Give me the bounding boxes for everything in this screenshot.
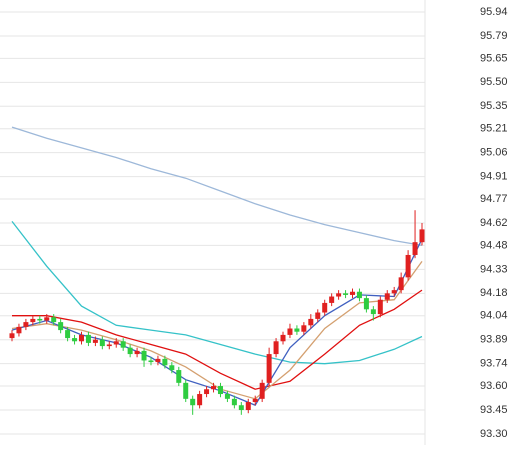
candle-body xyxy=(287,328,293,335)
candle-body xyxy=(377,299,383,315)
y-tick-label: 94.33 xyxy=(480,263,508,275)
candle-body xyxy=(16,326,22,334)
y-tick-label: 95.79 xyxy=(480,30,508,42)
candle-body xyxy=(148,360,154,363)
candle-body xyxy=(384,293,390,300)
y-tick-label: 95.65 xyxy=(480,52,508,64)
candle-body xyxy=(127,347,133,355)
candle-body xyxy=(37,318,43,321)
moving-average-line xyxy=(11,238,423,407)
candle-body xyxy=(350,291,356,295)
y-tick-label: 94.04 xyxy=(480,310,508,322)
candle-body xyxy=(336,293,342,297)
candle-body xyxy=(162,358,168,366)
candle-body xyxy=(183,382,189,399)
candle-body xyxy=(419,229,425,243)
y-tick-label: 94.91 xyxy=(480,171,508,183)
candle-body xyxy=(9,333,15,339)
candle-body xyxy=(23,322,29,327)
candle-body xyxy=(252,398,258,403)
y-tick-label: 94.77 xyxy=(480,193,508,205)
y-tick-label: 95.94 xyxy=(480,6,508,18)
moving-average-line xyxy=(11,221,423,365)
candle-body xyxy=(308,318,314,326)
candle-body xyxy=(30,318,36,323)
candle-body xyxy=(231,398,237,406)
candle-body xyxy=(106,344,112,347)
candle-body xyxy=(301,325,307,332)
candle-body xyxy=(391,290,397,294)
candle-body xyxy=(370,309,376,315)
candle-body xyxy=(245,402,251,411)
moving-average-line xyxy=(11,126,423,247)
candle-body xyxy=(141,350,147,361)
candle-body xyxy=(85,334,91,343)
candle-body xyxy=(315,312,321,319)
candle-body xyxy=(217,386,223,395)
y-tick-label: 95.35 xyxy=(480,100,508,112)
y-tick-label: 94.62 xyxy=(480,217,508,229)
candle-body xyxy=(363,298,369,310)
candle-body xyxy=(120,341,126,348)
y-tick-label: 93.89 xyxy=(480,334,508,346)
candle-body xyxy=(259,382,265,399)
candle-body xyxy=(190,398,196,406)
candle-body xyxy=(78,334,84,342)
moving-average-line xyxy=(11,261,423,400)
candle-body xyxy=(65,330,71,339)
candle-body xyxy=(343,293,349,295)
y-tick-label: 93.45 xyxy=(480,404,508,416)
candle-body xyxy=(280,334,286,342)
candle-body xyxy=(405,254,411,278)
candle-body xyxy=(356,291,362,299)
y-tick-label: 94.18 xyxy=(480,287,508,299)
candle-body xyxy=(398,277,404,291)
candle-body xyxy=(273,341,279,355)
candle-body xyxy=(92,339,98,343)
candle-body xyxy=(204,389,210,395)
moving-average-line xyxy=(12,289,423,390)
candle-body xyxy=(176,370,182,383)
candle-body xyxy=(51,317,57,323)
y-tick-label: 95.50 xyxy=(480,76,508,88)
candle-body xyxy=(155,358,161,363)
candle-body xyxy=(224,394,230,399)
candle-body xyxy=(113,341,119,345)
candle-body xyxy=(211,386,217,390)
y-tick-label: 95.06 xyxy=(480,147,508,159)
candle-body xyxy=(44,317,50,321)
candle-body xyxy=(294,328,300,332)
candle-body xyxy=(238,405,244,411)
candle-body xyxy=(134,350,140,355)
candle-body xyxy=(72,338,78,342)
candle-body xyxy=(322,302,328,313)
candle-body xyxy=(99,339,105,347)
candle-body xyxy=(329,296,335,303)
candle-body xyxy=(266,354,272,383)
candle-body xyxy=(412,242,418,255)
y-tick-label: 95.21 xyxy=(480,123,508,135)
y-tick-label: 93.74 xyxy=(480,358,508,370)
candle-body xyxy=(197,394,203,406)
y-tick-label: 93.60 xyxy=(480,380,508,392)
y-tick-label: 93.30 xyxy=(480,428,508,440)
y-tick-label: 94.48 xyxy=(480,239,508,251)
candle-body xyxy=(58,322,64,331)
candle-body xyxy=(169,365,175,371)
